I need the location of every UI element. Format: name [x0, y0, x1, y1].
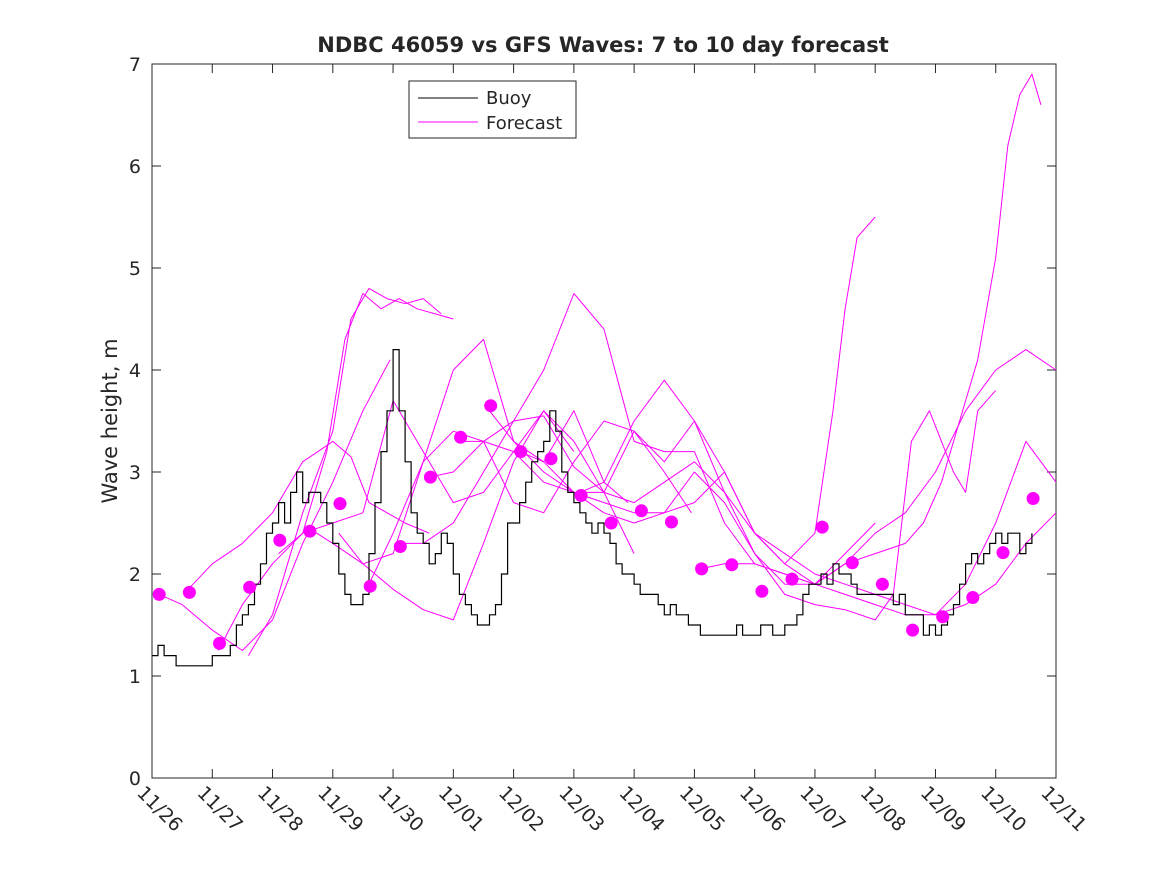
- forecast-point: [363, 579, 377, 593]
- forecast-point: [544, 452, 558, 466]
- y-tick-label: 4: [129, 360, 141, 382]
- forecast-point: [875, 577, 889, 591]
- buoy-series: [152, 349, 1033, 667]
- forecast-run-line: [338, 338, 629, 565]
- y-tick-label: 7: [129, 54, 141, 76]
- forecast-point: [454, 430, 468, 444]
- y-axis-label: Wave height, m: [98, 338, 122, 503]
- forecast-point: [182, 585, 196, 599]
- forecast-point: [604, 516, 618, 530]
- forecast-point: [423, 470, 437, 484]
- forecast-point: [243, 580, 257, 594]
- forecast-run-line: [368, 420, 692, 585]
- forecast-point: [755, 584, 769, 598]
- forecast-series: [158, 73, 1057, 656]
- forecast-point: [152, 587, 166, 601]
- forecast-point: [695, 562, 709, 576]
- y-axis: 0 1 2 3 4 5 6 7: [129, 54, 1056, 790]
- forecast-run-line: [489, 390, 997, 621]
- forecast-run-line: [278, 400, 575, 554]
- forecast-point: [845, 556, 859, 570]
- forecast-point: [574, 489, 588, 502]
- forecast-point: [303, 524, 317, 538]
- y-tick-label: 3: [129, 462, 141, 484]
- forecast-point: [1026, 492, 1040, 505]
- legend-buoy-label: Buoy: [486, 88, 532, 109]
- forecast-markers: [152, 399, 1040, 650]
- y-tick-label: 5: [129, 258, 141, 280]
- forecast-run-line: [247, 287, 442, 656]
- y-tick-label: 2: [129, 564, 141, 586]
- forecast-point: [906, 623, 920, 637]
- forecast-point: [665, 515, 678, 529]
- forecast-point: [996, 546, 1010, 560]
- forecast-point: [936, 610, 950, 624]
- chart-title: NDBC 46059 vs GFS Waves: 7 to 10 day for…: [317, 33, 888, 57]
- forecast-run-line: [158, 359, 391, 651]
- y-tick-label: 6: [129, 156, 141, 178]
- forecast-point: [785, 572, 799, 586]
- forecast-run-line: [308, 410, 635, 621]
- forecast-point: [725, 558, 739, 572]
- legend-forecast-label: Forecast: [486, 113, 562, 134]
- forecast-point: [273, 533, 287, 547]
- forecast-run-line: [700, 73, 1042, 585]
- forecast-point: [333, 497, 347, 511]
- forecast-run-line: [187, 440, 430, 590]
- forecast-point: [393, 540, 407, 553]
- forecast-point: [634, 504, 648, 518]
- legend: Buoy Forecast: [408, 80, 577, 139]
- y-tick-label: 1: [129, 666, 141, 688]
- forecast-point: [484, 399, 498, 413]
- forecast-run-line: [217, 293, 454, 651]
- buoy-line: [152, 349, 1033, 667]
- y-tick-label: 0: [129, 768, 141, 790]
- legend-box: [408, 80, 577, 139]
- forecast-point: [966, 591, 980, 604]
- forecast-point: [514, 445, 528, 459]
- forecast-point: [815, 520, 829, 534]
- forecast-point: [213, 636, 226, 650]
